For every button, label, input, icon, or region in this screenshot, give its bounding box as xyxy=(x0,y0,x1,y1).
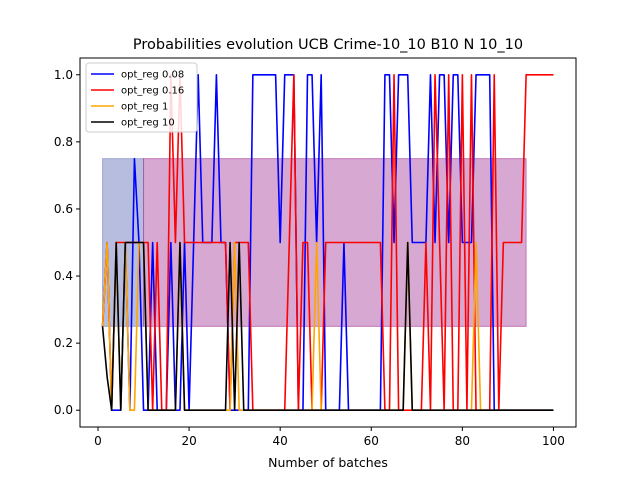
series-line-3 xyxy=(101,241,554,412)
legend-box xyxy=(85,62,198,133)
legend-label-3: opt_reg 10 xyxy=(121,118,175,129)
legend-items: opt_reg 0.08 opt_reg 0.16 opt_reg 1 opt_reg… xyxy=(91,70,184,129)
y-tick-label: 0.4 xyxy=(54,269,73,283)
y-tick-label: 0.8 xyxy=(54,135,73,149)
x-tick-label: 80 xyxy=(455,434,470,448)
y-tick-label: 0.0 xyxy=(54,403,73,417)
x-tick-label: 40 xyxy=(273,434,288,448)
y-tick-label: 1.0 xyxy=(54,68,73,82)
legend-label-0: opt_reg 0.08 xyxy=(121,70,184,81)
series-lines xyxy=(101,73,554,412)
plot-frame xyxy=(79,57,577,428)
x-axis-ticks: 0 20 40 60 80 100 xyxy=(94,427,565,448)
legend: opt_reg 0.08 opt_reg 0.16 opt_reg 1 opt_reg… xyxy=(85,62,198,133)
legend-label-1: opt_reg 0.16 xyxy=(121,86,184,97)
x-tick-label: 0 xyxy=(94,434,102,448)
y-tick-label: 0.6 xyxy=(54,202,73,216)
x-tick-label: 100 xyxy=(542,434,565,448)
legend-label-2: opt_reg 1 xyxy=(121,102,168,113)
x-tick-label: 20 xyxy=(181,434,196,448)
chart-title: Probabilities evolution UCB Crime-10_10 … xyxy=(133,37,523,53)
y-axis-ticks: 0.0 0.2 0.4 0.6 0.8 1.0 xyxy=(54,68,80,417)
x-axis-label: Number of batches xyxy=(268,455,388,470)
x-tick-label: 60 xyxy=(364,434,379,448)
y-tick-label: 0.2 xyxy=(54,336,73,350)
